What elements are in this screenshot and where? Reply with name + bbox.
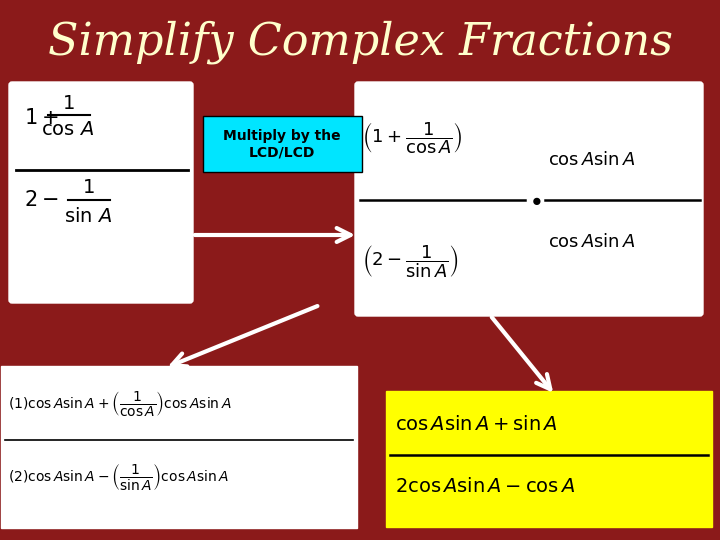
Text: $(2)\cos A\sin A-\left(\dfrac{1}{\sin A}\right)\cos A\sin A$: $(2)\cos A\sin A-\left(\dfrac{1}{\sin A}… — [8, 462, 229, 492]
Text: $2\cos A\sin A-\cos A$: $2\cos A\sin A-\cos A$ — [395, 477, 575, 496]
FancyBboxPatch shape — [386, 391, 712, 527]
Text: $\cos\,A$: $\cos\,A$ — [42, 121, 94, 139]
Text: $1$: $1$ — [62, 95, 74, 113]
Text: $(1)\cos A\sin A+\left(\dfrac{1}{\cos A}\right)\cos A\sin A$: $(1)\cos A\sin A+\left(\dfrac{1}{\cos A}… — [8, 388, 232, 417]
FancyBboxPatch shape — [203, 116, 362, 172]
Text: $\left(1+\dfrac{1}{\cos A}\right)$: $\left(1+\dfrac{1}{\cos A}\right)$ — [362, 120, 463, 156]
Text: $2-$: $2-$ — [24, 190, 58, 210]
FancyBboxPatch shape — [355, 82, 703, 316]
Text: $\cos A\sin A+\sin A$: $\cos A\sin A+\sin A$ — [395, 415, 558, 435]
Text: $\left(2-\dfrac{1}{\sin A}\right)$: $\left(2-\dfrac{1}{\sin A}\right)$ — [362, 244, 459, 280]
Text: $\cos A\sin A$: $\cos A\sin A$ — [548, 151, 635, 169]
Text: $1+$: $1+$ — [24, 108, 59, 128]
Text: $\bullet$: $\bullet$ — [528, 188, 541, 212]
Text: $1$: $1$ — [81, 179, 94, 197]
Text: $\cos A\sin A$: $\cos A\sin A$ — [548, 233, 635, 251]
FancyBboxPatch shape — [9, 82, 193, 303]
Text: Multiply by the
LCD/LCD: Multiply by the LCD/LCD — [223, 129, 341, 159]
Text: Simplify Complex Fractions: Simplify Complex Fractions — [48, 20, 672, 64]
Text: $\sin\,A$: $\sin\,A$ — [64, 207, 112, 226]
FancyBboxPatch shape — [1, 366, 357, 528]
